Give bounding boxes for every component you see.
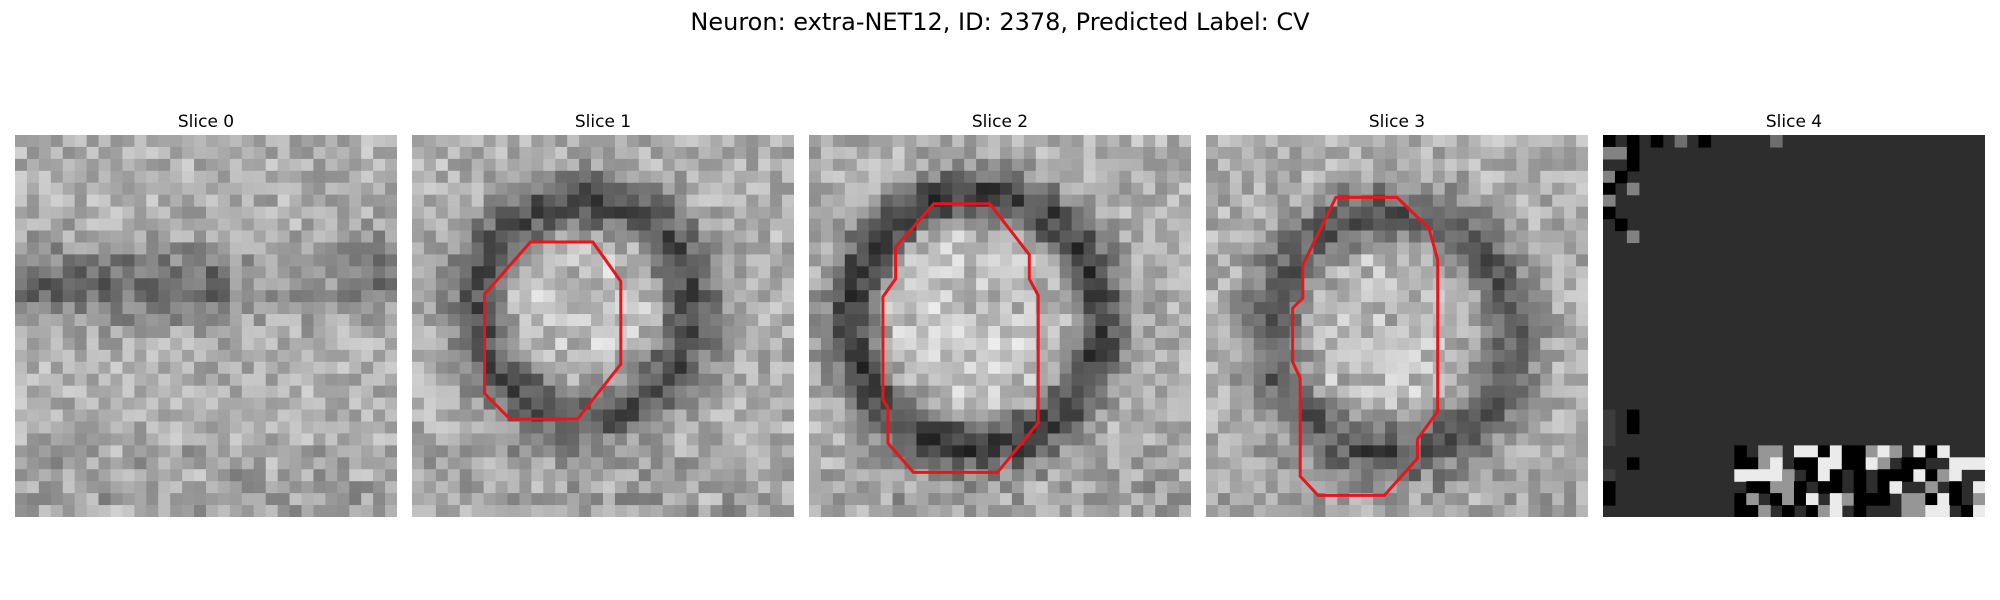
slice-panel-4: Slice 4 [1603,110,1985,517]
slice-panel-0: Slice 0 [15,110,397,517]
segmentation-contour [483,240,623,421]
slice-title: Slice 4 [1765,112,1823,132]
slice-image-3 [1206,135,1588,517]
slice-image-1 [412,135,794,517]
segmentation-contour [881,202,1040,474]
slice-image-2 [809,135,1191,517]
slice-image-0 [15,135,397,517]
segmentation-contour [1291,195,1440,497]
slice-title: Slice 1 [574,112,632,132]
slice-image-4 [1603,135,1985,517]
slice-panel-1: Slice 1 [412,110,794,517]
figure-title: Neuron: extra-NET12, ID: 2378, Predicted… [690,8,1310,36]
slice-title: Slice 3 [1368,112,1426,132]
slice-title: Slice 0 [177,112,235,132]
slice-panel-2: Slice 2 [809,110,1191,517]
slice-title: Slice 2 [971,112,1029,132]
slice-panel-3: Slice 3 [1206,110,1588,517]
